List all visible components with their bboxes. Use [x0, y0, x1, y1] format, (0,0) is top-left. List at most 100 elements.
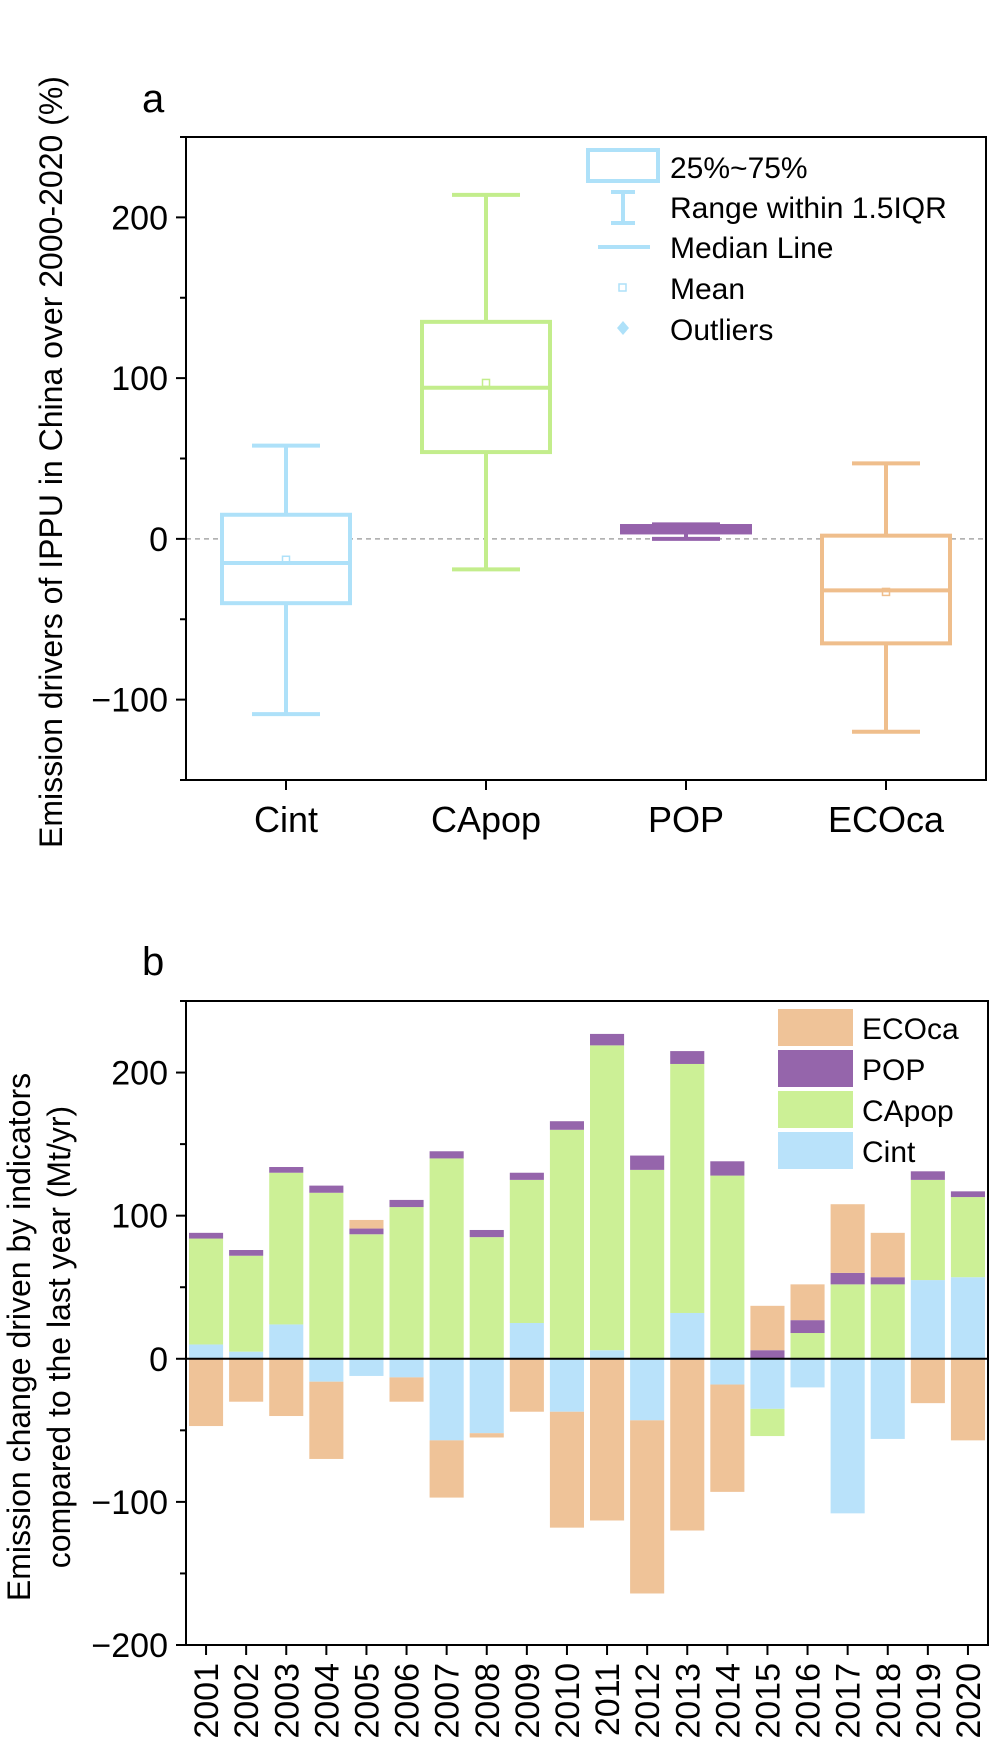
- legend-mean-label: Mean: [670, 273, 745, 306]
- bar-stack-2004: [309, 1185, 344, 1459]
- bar-ecoca-2006: [389, 1377, 424, 1402]
- year-label-2005: 2005: [348, 1663, 386, 1739]
- bar-cint-2016: [790, 1358, 825, 1388]
- bar-ecoca-2015: [750, 1305, 785, 1351]
- bar-stack-2020: [950, 1191, 985, 1441]
- box-ecoca: [820, 461, 952, 734]
- bar-stack-2001: [189, 1232, 224, 1427]
- legend-whisker-label: Range within 1.5IQR: [670, 192, 947, 225]
- panel-b-stacked-bar: b Emission change driven by indicators c…: [1, 940, 989, 1739]
- category-label-pop: POP: [648, 799, 724, 840]
- bar-cint-2017: [830, 1358, 865, 1514]
- bar-cint-2005: [349, 1358, 384, 1376]
- bar-pop-2010: [549, 1121, 584, 1130]
- bar-capop-2003: [269, 1172, 304, 1325]
- bar-cint-2018: [870, 1358, 905, 1439]
- bar-stack-2017: [830, 1204, 865, 1514]
- bar-cint-2012: [630, 1358, 665, 1421]
- bar-pop-2015: [750, 1350, 785, 1359]
- bar-cint-2013: [670, 1312, 705, 1359]
- bar-cint-2011: [590, 1350, 625, 1359]
- bar-pop-2003: [269, 1167, 304, 1173]
- bar-capop-2017: [830, 1284, 865, 1359]
- panel-b-y-tick-label: −100: [91, 1484, 168, 1522]
- panel-b-y-tick-label: 100: [111, 1198, 168, 1236]
- bar-ecoca-2005: [349, 1219, 384, 1229]
- bar-pop-2016: [790, 1320, 825, 1334]
- bar-pop-2006: [389, 1199, 424, 1208]
- legend-swatch-cint: [778, 1132, 853, 1169]
- year-label-2009: 2009: [509, 1663, 547, 1739]
- bar-pop-2008: [469, 1229, 504, 1238]
- bar-pop-2014: [710, 1161, 745, 1176]
- bar-capop-2006: [389, 1207, 424, 1359]
- bar-cint-2009: [509, 1323, 544, 1359]
- bar-pop-2013: [670, 1051, 705, 1064]
- legend-outliers-icon: [617, 321, 629, 335]
- bar-capop-2015: [750, 1408, 785, 1437]
- legend-swatch-capop: [778, 1091, 853, 1128]
- bar-capop-2018: [870, 1284, 905, 1359]
- bar-ecoca-2007: [429, 1440, 464, 1498]
- panel-a-y-tick-label: 100: [111, 360, 168, 398]
- bar-ecoca-2003: [269, 1358, 304, 1417]
- year-label-2006: 2006: [389, 1663, 427, 1739]
- bar-cint-2008: [469, 1358, 504, 1434]
- bar-ecoca-2009: [509, 1358, 544, 1412]
- legend-swatch-pop: [778, 1050, 853, 1087]
- bar-capop-2009: [509, 1179, 544, 1323]
- bar-ecoca-2001: [189, 1358, 224, 1427]
- legend-outliers-label: Outliers: [670, 314, 773, 347]
- bar-capop-2001: [189, 1238, 224, 1345]
- mean-marker: [481, 378, 491, 388]
- bar-capop-2011: [590, 1045, 625, 1351]
- bar-stack-2013: [670, 1051, 705, 1531]
- legend-swatch-ecoca: [778, 1009, 853, 1046]
- bar-pop-2004: [309, 1185, 344, 1193]
- bar-stack-2008: [469, 1229, 504, 1438]
- legend-label-ecoca: ECOca: [862, 1013, 959, 1046]
- bar-cint-2014: [710, 1358, 745, 1385]
- bar-stack-2005: [349, 1219, 384, 1376]
- panel-b-frame: [185, 1000, 989, 1646]
- bar-ecoca-2010: [549, 1411, 584, 1528]
- year-label-2001: 2001: [188, 1663, 226, 1739]
- bar-capop-2008: [469, 1237, 504, 1359]
- bar-stack-2015: [750, 1305, 785, 1437]
- bar-ecoca-2019: [910, 1358, 945, 1404]
- bar-ecoca-2012: [630, 1420, 665, 1594]
- year-label-2019: 2019: [910, 1663, 948, 1739]
- category-label-capop: CApop: [431, 799, 541, 840]
- year-label-2020: 2020: [950, 1663, 988, 1739]
- panel-b-ylabel-line-1: Emission change driven by indicators: [1, 1073, 37, 1601]
- bar-ecoca-2011: [590, 1358, 625, 1521]
- panel-a-ylabel: Emission drivers of IPPU in China over 2…: [33, 76, 69, 848]
- year-label-2016: 2016: [790, 1663, 828, 1739]
- bar-cint-2019: [910, 1280, 945, 1359]
- bar-cint-2001: [189, 1344, 224, 1359]
- box-capop: [420, 192, 552, 572]
- panel-a-boxes: [220, 192, 952, 734]
- bar-capop-2010: [549, 1129, 584, 1359]
- bar-pop-2020: [950, 1191, 985, 1198]
- bar-pop-2019: [910, 1171, 945, 1180]
- bar-pop-2011: [590, 1033, 625, 1046]
- bar-cint-2002: [229, 1351, 264, 1359]
- bar-capop-2020: [950, 1197, 985, 1278]
- bar-cint-2007: [429, 1358, 464, 1441]
- category-label-cint: Cint: [254, 799, 318, 840]
- legend-median-label: Median Line: [670, 232, 833, 265]
- panel-a-x-axis: Cint CApop POP ECOca: [254, 780, 945, 840]
- bar-cint-2020: [950, 1277, 985, 1359]
- bar-stack-2002: [229, 1250, 264, 1402]
- year-label-2012: 2012: [629, 1663, 667, 1739]
- year-label-2015: 2015: [749, 1663, 787, 1739]
- legend-label-pop: POP: [862, 1054, 925, 1087]
- year-label-2003: 2003: [268, 1663, 306, 1739]
- bar-stack-2018: [870, 1232, 905, 1439]
- bar-stack-2003: [269, 1167, 304, 1417]
- year-label-2013: 2013: [669, 1663, 707, 1739]
- year-label-2018: 2018: [870, 1663, 908, 1739]
- bar-ecoca-2008: [469, 1433, 504, 1438]
